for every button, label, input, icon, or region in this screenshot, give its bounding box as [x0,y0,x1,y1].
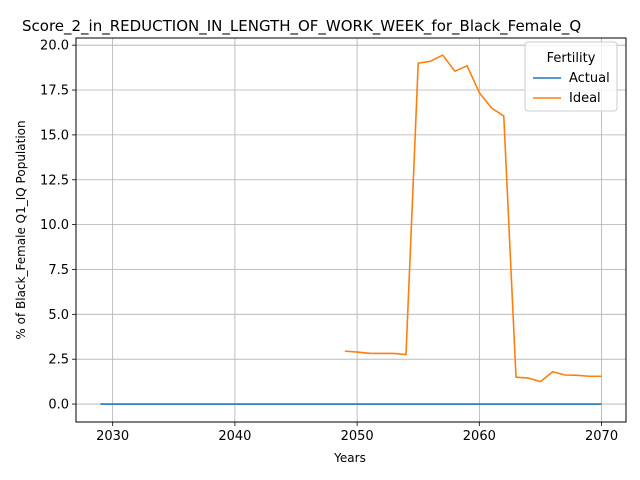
chart-title: Score_2_in_REDUCTION_IN_LENGTH_OF_WORK_W… [22,17,581,36]
y-tick-label: 0.0 [48,398,69,413]
y-tick-label: 2.5 [48,353,69,368]
x-tick-label: 2060 [463,429,496,444]
y-tick-label: 12.5 [40,173,69,188]
y-axis-label: % of Black_Female Q1_IQ Population [14,120,28,339]
series-layer [100,54,602,405]
x-tick-label: 2050 [341,429,374,444]
series-line-ideal [344,54,602,383]
y-tick-label: 7.5 [48,263,69,278]
x-tick-label: 2030 [96,429,129,444]
y-tick-label: 20.0 [40,39,69,54]
plot-frame [75,37,627,423]
legend-label-ideal: Ideal [569,91,601,106]
y-tick-label: 5.0 [48,308,69,323]
legend: Fertility Actual Ideal [524,41,618,112]
x-axis-ticks: 2030 2040 2050 2060 2070 [96,422,618,444]
legend-box [524,41,618,112]
y-axis-ticks: 0.0 2.5 5.0 7.5 10.0 12.5 15.0 17.5 20.0 [40,39,76,413]
x-tick-label: 2040 [218,429,251,444]
legend-label-actual: Actual [569,71,610,86]
x-tick-label: 2070 [585,429,618,444]
x-axis-label: Years [333,451,366,465]
y-tick-label: 17.5 [40,84,69,99]
legend-title: Fertility [547,51,596,66]
y-tick-label: 10.0 [40,218,69,233]
y-tick-label: 15.0 [40,128,69,143]
